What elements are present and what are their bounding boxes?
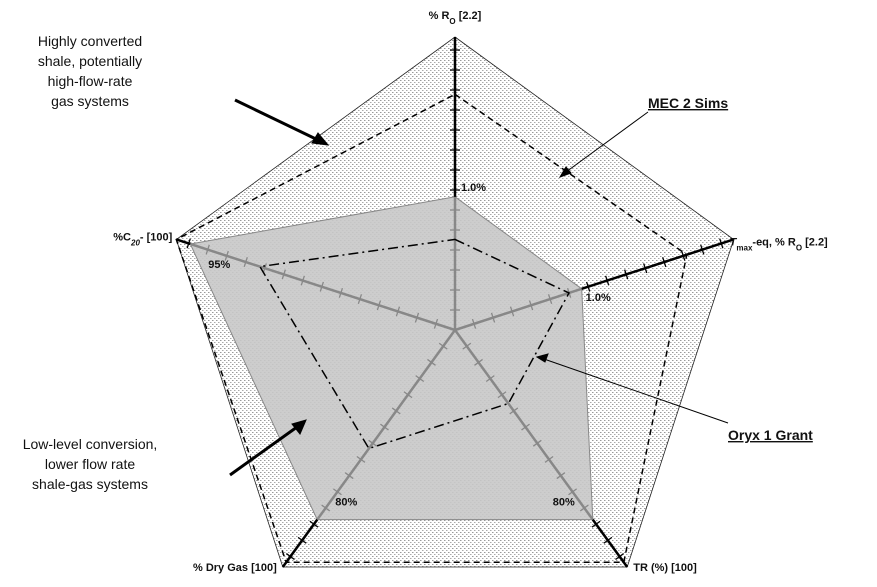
- annotation: shale-gas systems: [32, 476, 148, 492]
- axis-notch: [262, 263, 267, 274]
- axis-notch: [485, 375, 495, 383]
- axis-notch: [474, 358, 483, 366]
- axis-notch: [532, 439, 542, 447]
- axis-label-part: O: [449, 17, 455, 26]
- axis-label: %C20- [100]: [113, 231, 172, 247]
- axis-notch: [490, 312, 496, 323]
- annotation: Highly converted: [38, 33, 142, 49]
- value-label: 95%: [208, 259, 230, 271]
- axis-notch: [603, 536, 613, 544]
- annotation: Low-level conversion,: [23, 436, 158, 452]
- axis-inner: [189, 242, 456, 332]
- axis-inner: [316, 329, 457, 521]
- axis-notch: [186, 238, 191, 249]
- annotation: gas systems: [51, 93, 129, 109]
- axis-notch: [719, 238, 724, 249]
- axis-notch: [319, 281, 325, 292]
- value-label: 1.0%: [586, 292, 611, 304]
- axis-notch: [403, 391, 413, 399]
- series-line: [258, 238, 571, 450]
- series-line: [175, 93, 688, 564]
- axis-notch: [297, 536, 307, 544]
- axis-notch: [391, 407, 401, 415]
- axis-notch: [285, 553, 295, 560]
- axis-notch: [547, 294, 553, 305]
- axis-notch: [643, 263, 648, 274]
- axis-label-part: [2.2]: [456, 10, 482, 22]
- axis-notch: [243, 257, 248, 267]
- axis-label: % RO [2.2]: [429, 10, 482, 26]
- axis-label-part: % Dry Gas [100]: [193, 562, 277, 574]
- axis-notch: [380, 423, 389, 431]
- axis-notch: [615, 553, 625, 560]
- axis-notch: [700, 244, 705, 255]
- annotation: shale, potentially: [38, 53, 142, 69]
- value-label: 80%: [553, 497, 575, 509]
- axis-notch: [224, 250, 229, 261]
- axis-label-part: T: [730, 236, 738, 248]
- axis-label: Tmax-eq, % RO [2.2]: [730, 236, 828, 252]
- annotation: high-flow-rate: [48, 73, 133, 89]
- series-name: MEC 2 Sims: [648, 95, 728, 111]
- axis-label: TR (%) [100]: [633, 562, 697, 574]
- axis-notch: [376, 300, 382, 311]
- axis-notch: [605, 275, 610, 286]
- axis-notch: [579, 504, 589, 512]
- axis-notch: [344, 472, 354, 480]
- axis-inner: [454, 287, 583, 332]
- axis-notch: [415, 375, 425, 383]
- axis-notch: [300, 275, 305, 286]
- axis-notch: [462, 342, 472, 350]
- axis-notch: [521, 423, 530, 431]
- axis-label-part: % R: [429, 10, 450, 22]
- axis-notch: [357, 294, 363, 305]
- series-name: Oryx 1 Grant: [728, 427, 813, 443]
- axis-notch: [568, 488, 577, 496]
- axis-notch: [333, 488, 342, 496]
- axis-label-part: - [100]: [140, 231, 173, 243]
- axis-notch: [556, 472, 566, 480]
- annotation: lower flow rate: [45, 456, 135, 472]
- axis-notch: [356, 455, 366, 463]
- axis-label: % Dry Gas [100]: [193, 562, 277, 574]
- axis-notch: [509, 407, 519, 415]
- axis-notch: [438, 342, 448, 350]
- axis-notch: [414, 312, 420, 323]
- axis-notch: [544, 455, 554, 463]
- axis-label-part: %C: [113, 231, 131, 243]
- axis-label-part: max: [736, 243, 753, 252]
- axis-notch: [368, 439, 378, 447]
- axis-notch: [662, 257, 667, 267]
- axis-notch: [281, 269, 286, 280]
- axis-label-part: -eq, % R: [752, 236, 795, 248]
- axis-outer: [175, 238, 191, 246]
- axis-outer: [281, 518, 319, 568]
- axis-notch: [309, 520, 319, 528]
- axis-label-part: [2.2]: [802, 236, 828, 248]
- axis-notch: [205, 244, 210, 255]
- axis-inner: [453, 329, 594, 521]
- value-label: 1.0%: [461, 182, 486, 194]
- axis-notch: [471, 318, 477, 329]
- axis-notch: [338, 287, 344, 298]
- axis-notch: [427, 358, 436, 366]
- arrows: [229, 98, 729, 477]
- axis-label-part: O: [796, 243, 802, 252]
- axis-notch: [591, 520, 601, 528]
- axis-notch: [395, 306, 401, 317]
- axis-label-part: 20: [130, 238, 140, 247]
- axis-label-part: TR (%) [100]: [633, 562, 697, 574]
- axis-notch: [624, 269, 629, 280]
- value-label: 80%: [335, 497, 357, 509]
- axis-notch: [497, 391, 507, 399]
- axis-notch: [528, 300, 534, 311]
- axis-notch: [433, 318, 439, 329]
- axis-notch: [585, 281, 591, 292]
- axis-outer: [591, 518, 629, 568]
- axis-notch: [681, 250, 686, 261]
- axis-notch: [509, 306, 515, 317]
- axis-notch: [321, 504, 331, 512]
